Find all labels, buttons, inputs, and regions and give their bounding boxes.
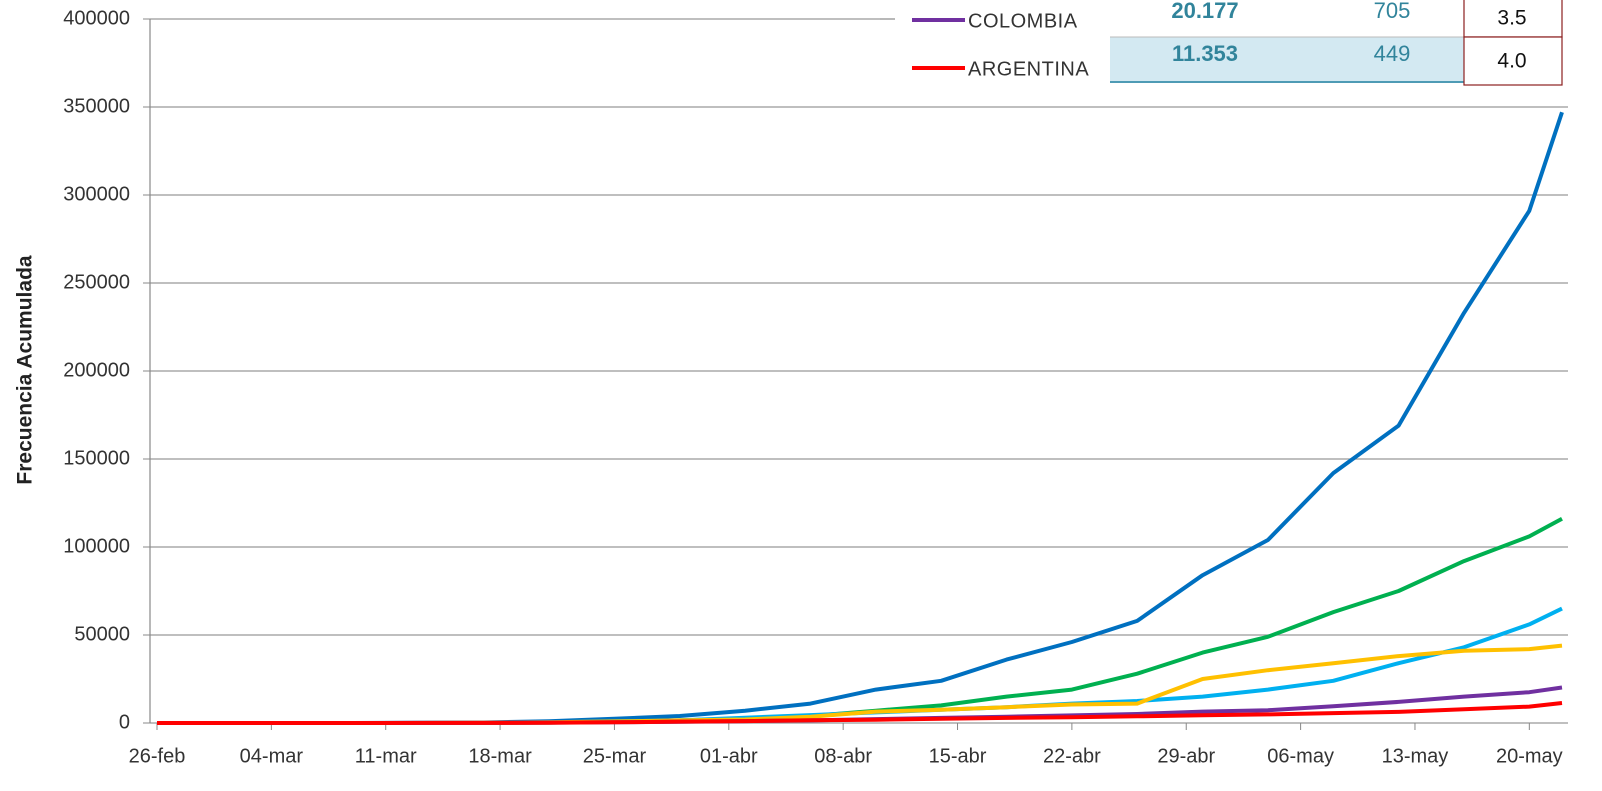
x-tick-label: 01-abr [700, 745, 758, 767]
x-tick-label: 22-abr [1043, 745, 1101, 767]
y-tick-label: 150000 [63, 447, 130, 469]
x-tick-label: 06-may [1267, 745, 1334, 767]
y-tick-label: 250000 [63, 271, 130, 293]
table-cell: 449 [1374, 41, 1411, 66]
table-cell: 705 [1374, 0, 1411, 23]
y-axis-label: Frecuencia Acumulada [14, 255, 37, 484]
table-cell: 11.353 [1172, 41, 1238, 66]
x-tick-label: 18-mar [468, 745, 532, 767]
series-line [157, 701, 1563, 725]
table-row-fill [1110, 37, 1464, 82]
table-cell: 3.5 [1497, 7, 1526, 30]
x-tick-label: 08-abr [814, 745, 872, 767]
x-tick-label: 29-abr [1157, 745, 1215, 767]
y-tick-label: 300000 [63, 183, 130, 205]
series-line [157, 111, 1564, 725]
x-tick-label: 20-may [1496, 745, 1563, 767]
table-cell: 20.177 [1171, 0, 1238, 23]
x-tick-label: 13-may [1382, 745, 1449, 767]
x-tick-label: 25-mar [583, 745, 647, 767]
legend-label: ARGENTINA [968, 58, 1089, 80]
y-tick-label: 400000 [63, 7, 130, 29]
x-tick-label: 26-feb [129, 745, 186, 767]
x-tick-label: 04-mar [240, 745, 304, 767]
y-tick-label: 50000 [74, 623, 130, 645]
table-cell: 4.0 [1497, 50, 1526, 73]
x-tick-label: 15-abr [929, 745, 987, 767]
y-tick-label: 100000 [63, 535, 130, 557]
table-cell-box [1463, 36, 1563, 86]
y-tick-label: 350000 [63, 95, 130, 117]
x-tick-label: 11-mar [355, 745, 417, 767]
y-tick-label: 200000 [63, 359, 130, 381]
y-tick-label: 0 [119, 711, 130, 733]
legend-label: COLOMBIA [968, 10, 1078, 32]
